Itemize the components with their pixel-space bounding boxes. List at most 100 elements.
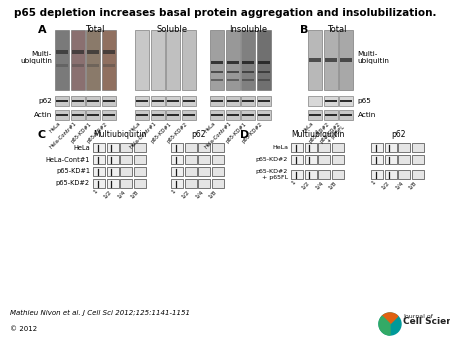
Bar — [332, 170, 343, 179]
Bar — [181, 110, 195, 120]
Bar — [398, 143, 410, 152]
Bar — [308, 96, 322, 106]
Bar — [212, 155, 224, 164]
Bar — [71, 30, 85, 90]
Bar — [340, 58, 352, 62]
Text: 1/4: 1/4 — [314, 180, 324, 190]
Bar — [135, 110, 149, 120]
Bar — [339, 96, 353, 106]
Bar — [226, 71, 238, 73]
Bar — [167, 114, 179, 116]
Text: HeLa: HeLa — [204, 121, 217, 134]
Bar — [211, 61, 223, 64]
Text: 1/8: 1/8 — [207, 189, 217, 199]
Bar — [150, 110, 165, 120]
Bar — [152, 100, 163, 102]
Bar — [120, 155, 132, 164]
Text: p65-KD#2: p65-KD#2 — [56, 180, 90, 187]
Bar — [241, 110, 255, 120]
Text: Hela-Contr#1: Hela-Contr#1 — [49, 121, 77, 150]
Bar — [332, 155, 343, 164]
Bar — [87, 114, 99, 116]
Bar — [93, 143, 105, 152]
Bar — [256, 96, 270, 106]
Bar — [318, 155, 330, 164]
Bar — [211, 79, 223, 81]
Text: HeLa-Cont#1: HeLa-Cont#1 — [45, 156, 90, 163]
Bar — [309, 114, 321, 116]
Bar — [55, 110, 69, 120]
Text: Multi-
ubiquitin: Multi- ubiquitin — [20, 51, 52, 65]
Text: HeLa: HeLa — [73, 145, 90, 150]
Bar — [305, 143, 316, 152]
Text: p62: p62 — [38, 98, 52, 104]
Bar — [291, 155, 303, 164]
Bar — [308, 30, 322, 90]
Bar — [71, 96, 85, 106]
Text: 1/4: 1/4 — [116, 189, 126, 199]
Bar — [242, 100, 254, 102]
Bar — [384, 155, 396, 164]
Bar — [226, 79, 238, 81]
Bar — [72, 64, 84, 67]
Bar — [184, 155, 197, 164]
Bar — [305, 155, 316, 164]
Bar — [107, 155, 118, 164]
Bar — [56, 64, 68, 67]
Text: 1: 1 — [291, 180, 297, 186]
Wedge shape — [379, 316, 390, 335]
Bar — [55, 96, 69, 106]
Text: p62: p62 — [391, 130, 405, 139]
Bar — [171, 179, 183, 188]
Bar — [181, 96, 195, 106]
Bar — [211, 100, 223, 102]
Text: D: D — [240, 130, 249, 140]
Bar — [398, 155, 410, 164]
Bar — [56, 100, 68, 102]
Bar — [305, 170, 316, 179]
Text: Hela-Contr#1: Hela-Contr#1 — [129, 121, 158, 150]
Bar — [135, 30, 149, 90]
Bar — [181, 30, 195, 90]
Bar — [371, 143, 383, 152]
Bar — [339, 110, 353, 120]
Text: Multiubiquitin: Multiubiquitin — [93, 130, 147, 139]
Bar — [87, 100, 99, 102]
Bar — [198, 179, 210, 188]
Bar — [152, 114, 163, 116]
Bar — [210, 110, 224, 120]
Bar — [71, 110, 85, 120]
Bar — [242, 79, 254, 81]
Bar — [318, 170, 330, 179]
Bar — [136, 114, 148, 116]
Text: p65-KD#2: p65-KD#2 — [308, 121, 330, 144]
Text: p65-KD#2
+ p65FL: p65-KD#2 + p65FL — [256, 169, 288, 180]
Bar — [103, 100, 114, 102]
Text: 1: 1 — [171, 189, 177, 195]
Bar — [198, 155, 210, 164]
Text: Cell Science: Cell Science — [403, 317, 450, 326]
Bar — [226, 61, 238, 64]
Bar — [56, 114, 68, 116]
Text: Total: Total — [85, 25, 105, 34]
Bar — [210, 96, 224, 106]
Circle shape — [379, 313, 401, 335]
Bar — [384, 170, 396, 179]
Bar — [166, 30, 180, 90]
Text: Mathieu Nivon et al. J Cell Sci 2012;125:1141-1151: Mathieu Nivon et al. J Cell Sci 2012;125… — [10, 310, 190, 316]
Text: A: A — [38, 25, 47, 35]
Bar — [150, 96, 165, 106]
Bar — [411, 170, 423, 179]
Text: 1: 1 — [371, 180, 377, 186]
Text: Actin: Actin — [34, 112, 52, 118]
Bar — [55, 30, 69, 90]
Text: p62: p62 — [191, 130, 205, 139]
Text: 1/2: 1/2 — [380, 180, 391, 190]
Bar — [93, 167, 105, 176]
Text: p65: p65 — [357, 98, 371, 104]
Bar — [291, 143, 303, 152]
Bar — [225, 96, 239, 106]
Bar — [242, 71, 254, 73]
Bar — [136, 100, 148, 102]
Bar — [340, 114, 352, 116]
